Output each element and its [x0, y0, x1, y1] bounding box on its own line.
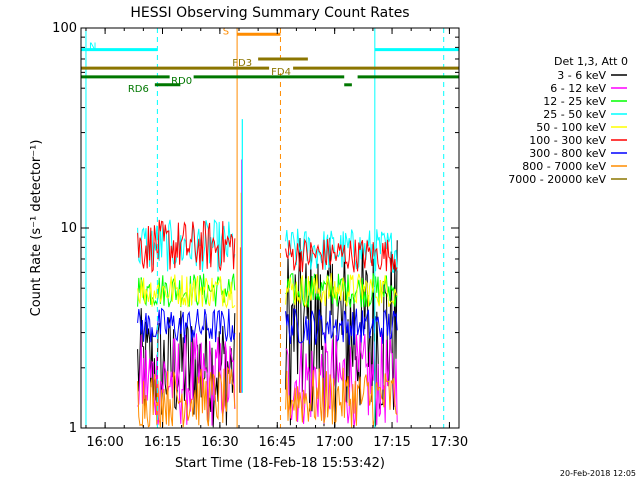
footer-date: 20-Feb-2018 12:05	[560, 469, 636, 478]
y-axis: 1 10 100	[52, 21, 459, 436]
legend-entry-label: 25 - 50 keV	[543, 108, 606, 121]
x-tick-label: 16:30	[201, 435, 238, 450]
x-axis: 16:00 16:15 16:30 16:45 17:00 17:15 17:30	[85, 28, 468, 450]
x-tick-label: 16:00	[86, 435, 123, 450]
x-axis-label: Start Time (18-Feb-18 15:53:42)	[175, 456, 385, 471]
legend-entry-label: 100 - 300 keV	[529, 134, 606, 147]
y-tick-label: 10	[60, 221, 77, 236]
legend-entry-label: 800 - 7000 keV	[522, 160, 606, 173]
series-trace	[137, 307, 236, 344]
x-tick-label: 17:00	[316, 435, 353, 450]
series-trace	[285, 238, 398, 273]
legend-entry-label: 50 - 100 keV	[536, 121, 606, 134]
y-axis-label: Count Rate (s⁻¹ detector⁻¹)	[29, 140, 44, 317]
series-trace	[285, 308, 398, 345]
flag-s: S	[223, 26, 281, 37]
flag-rd0: RD0	[81, 71, 459, 87]
flag-label-bg	[269, 63, 294, 74]
series-800-7000-kev	[137, 366, 398, 428]
flag-label: N	[89, 42, 96, 53]
legend-entry-label: 7000 - 20000 keV	[508, 173, 606, 186]
flag-n: N	[81, 42, 459, 53]
legend-entry-label: 3 - 6 keV	[557, 69, 606, 82]
flag-label: FD4	[271, 67, 291, 78]
series-trace	[137, 274, 236, 309]
flag-fd3: FD3	[232, 57, 308, 69]
legend-entry-label: 12 - 25 keV	[543, 95, 606, 108]
x-tick-label: 16:45	[259, 435, 296, 450]
x-tick-label: 16:15	[144, 435, 181, 450]
flag-label-bg	[169, 71, 194, 82]
flag-rd6: RD6	[128, 83, 352, 95]
flag-label: RD0	[171, 76, 192, 87]
series-300-800-kev	[137, 307, 398, 345]
series-50-100-kev	[137, 273, 398, 309]
series-trace	[137, 366, 236, 428]
series-100-300-kev	[137, 219, 398, 274]
series-6-12-kev	[137, 333, 398, 428]
x-tick-label: 17:15	[373, 435, 410, 450]
y-tick-label: 100	[52, 21, 77, 36]
plot-area: N S FD3 FD4 RD0 RD6	[81, 26, 459, 428]
flag-fd4: FD4	[81, 63, 459, 78]
legend-title: Det 1,3, Att 0	[554, 55, 628, 68]
flag-label: RD6	[128, 84, 149, 95]
chart-title: HESSI Observing Summary Count Rates	[130, 5, 409, 21]
y-tick-label: 1	[69, 421, 77, 436]
series-trace	[285, 273, 398, 309]
x-tick-label: 17:30	[431, 435, 468, 450]
series-trace	[285, 367, 398, 428]
series-trace	[137, 219, 236, 274]
legend-entry-label: 6 - 12 keV	[550, 82, 606, 95]
flag-label: FD3	[232, 58, 252, 69]
flag-label: S	[223, 26, 229, 37]
legend-entry-label: 300 - 800 keV	[529, 147, 606, 160]
